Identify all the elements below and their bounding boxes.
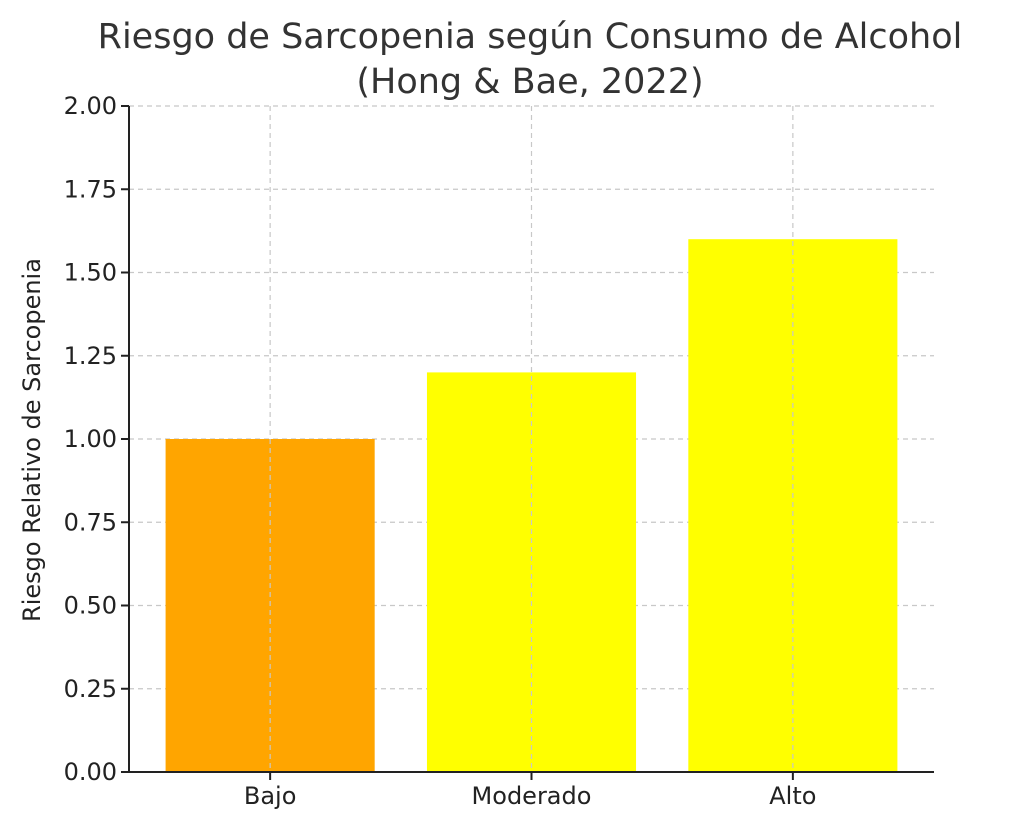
y-axis-label: Riesgo Relativo de Sarcopenia: [18, 258, 46, 622]
y-tick-label: 1.50: [64, 259, 117, 287]
chart-title-line-1: Riesgo de Sarcopenia según Consumo de Al…: [98, 17, 963, 57]
y-tick-label: 0.50: [64, 592, 117, 620]
x-tick-label: Alto: [769, 782, 816, 810]
y-ticks: 0.00 0.25 0.50 0.75 1.00 1.25 1.50 1.75 2.00: [64, 92, 129, 786]
y-tick-label: 1.00: [64, 425, 117, 453]
y-tick-label: 0.25: [64, 675, 117, 703]
y-tick-label: 0.00: [64, 758, 117, 786]
y-tick-label: 1.75: [64, 175, 117, 203]
chart-title-line-2: (Hong & Bae, 2022): [356, 62, 703, 102]
x-tick-label: Bajo: [244, 782, 297, 810]
y-tick-label: 0.75: [64, 508, 117, 536]
x-grid: [269, 106, 794, 772]
y-tick-label: 1.25: [64, 342, 117, 370]
x-tick-label: Moderado: [472, 782, 592, 810]
x-ticks: Bajo Moderado Alto: [244, 772, 816, 810]
y-tick-label: 2.00: [64, 92, 117, 120]
